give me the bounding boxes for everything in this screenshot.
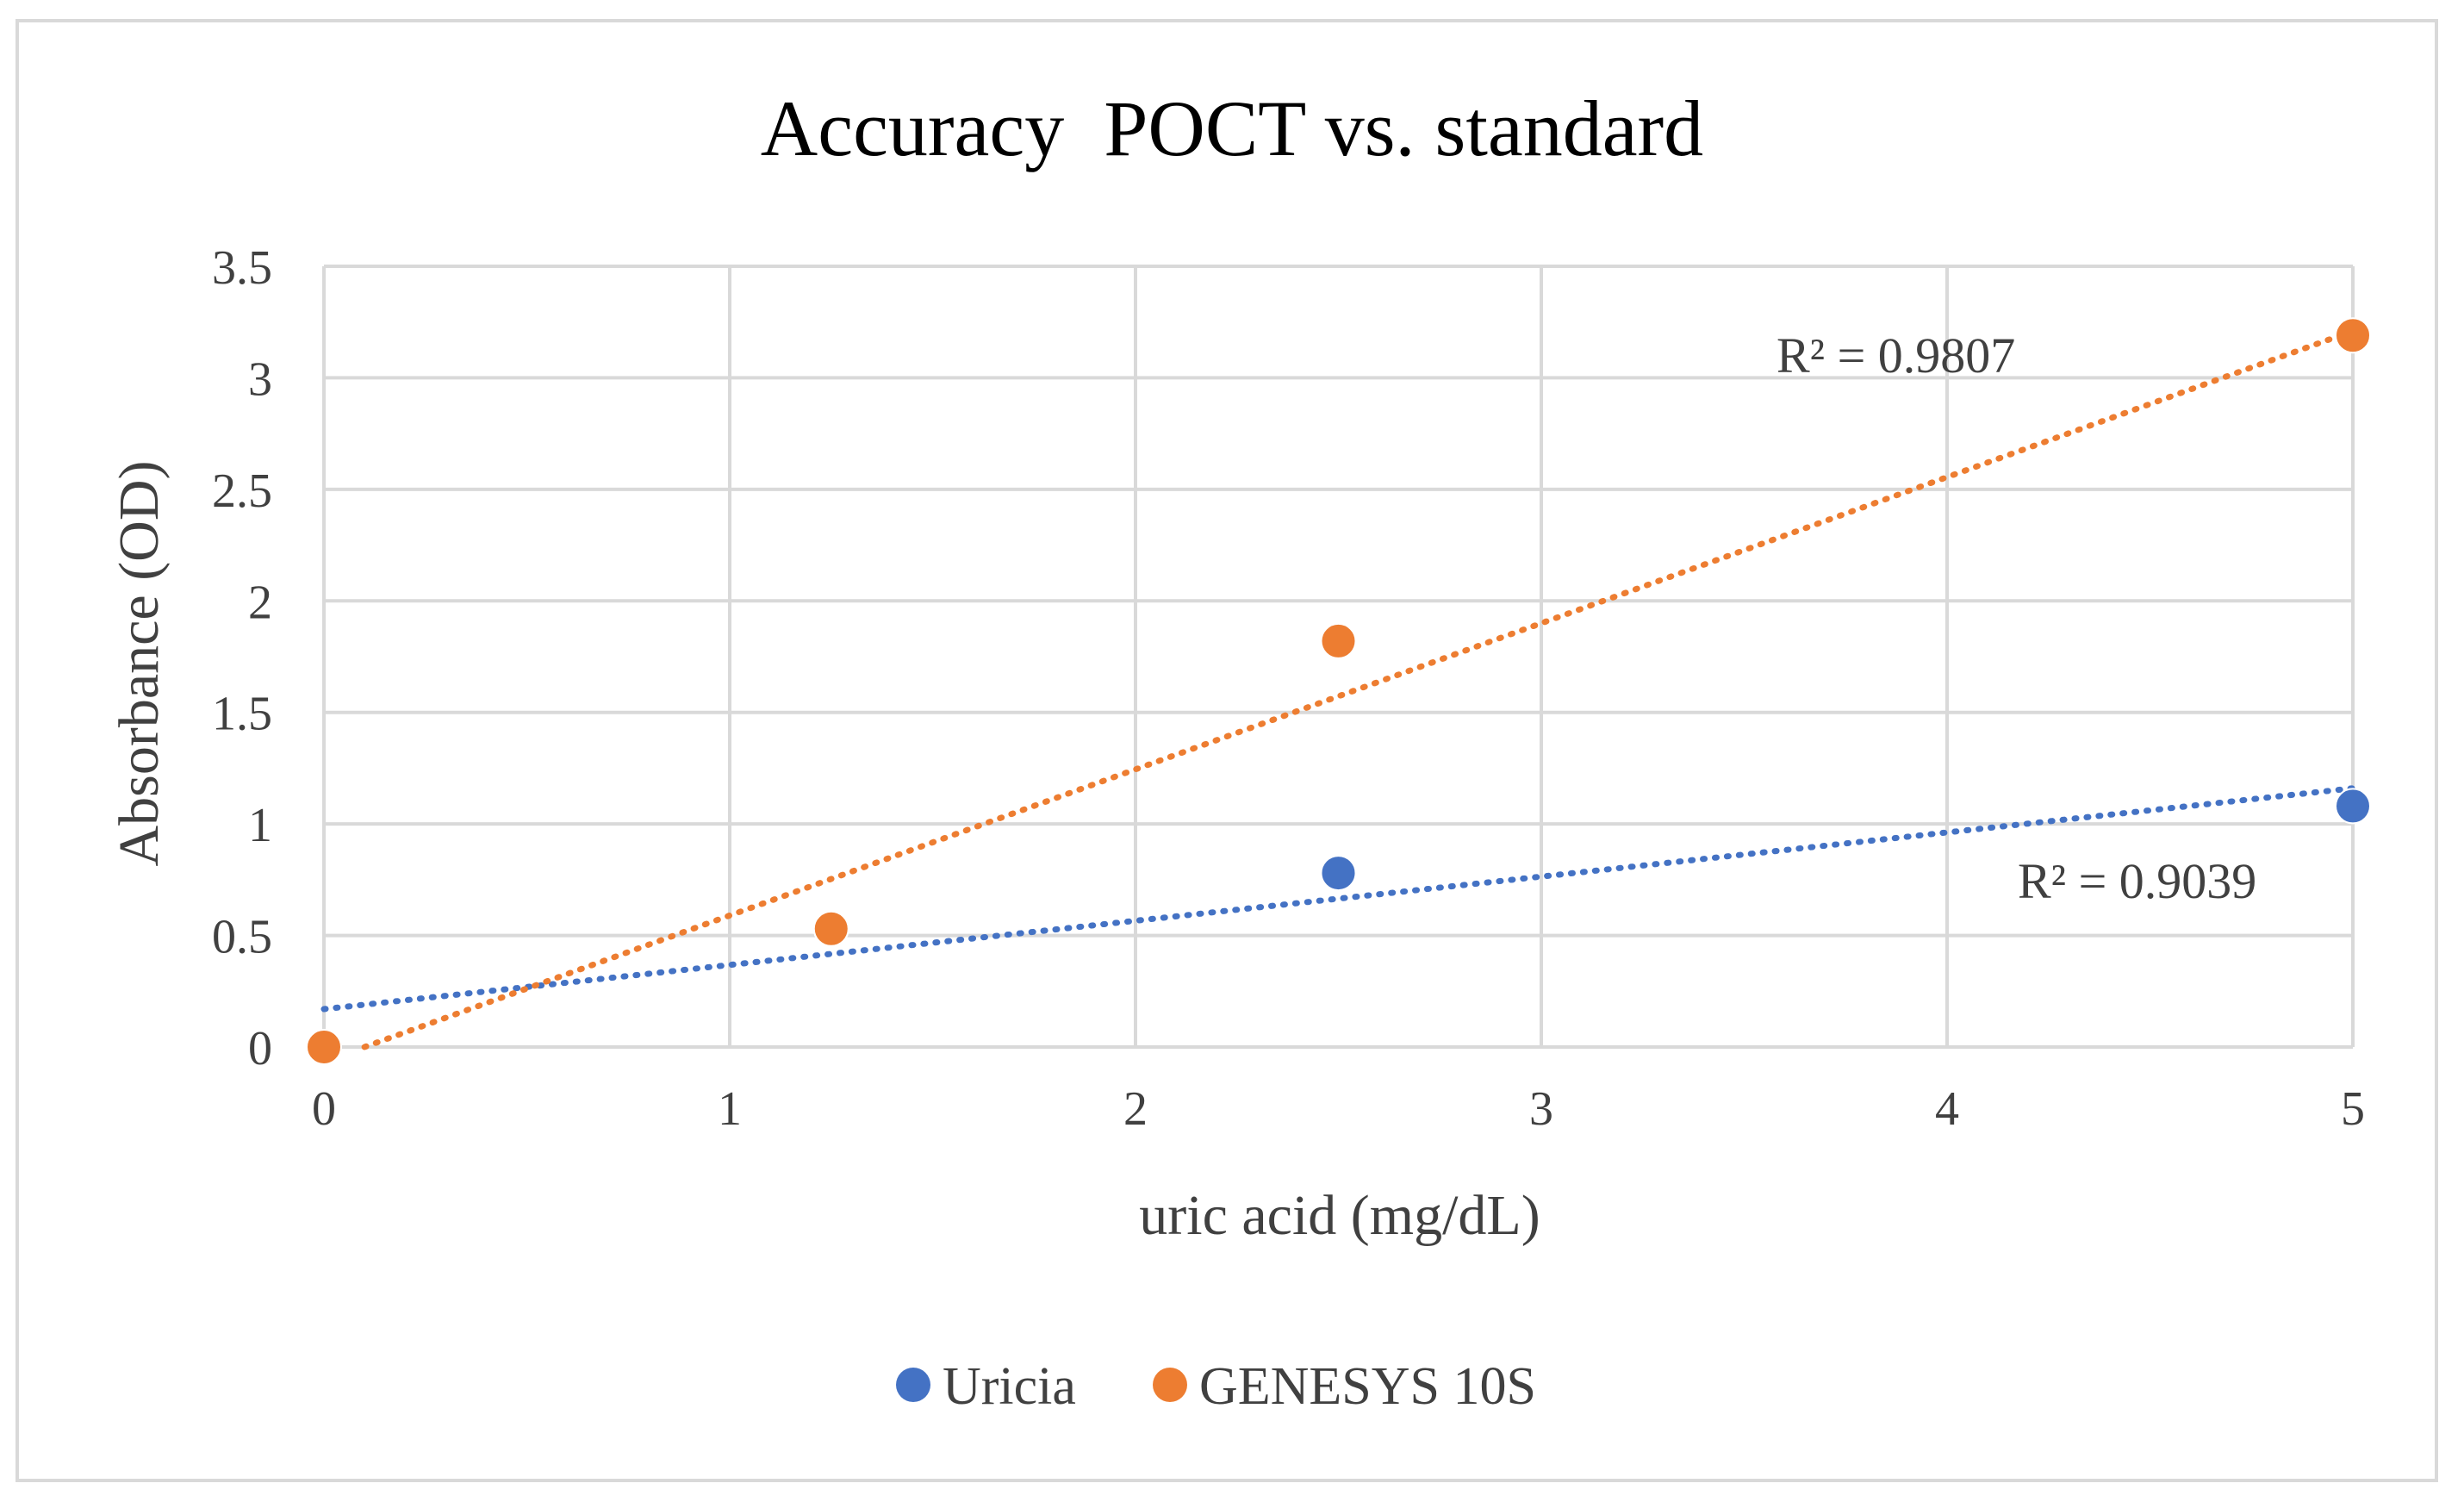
- x-tick-label-5: 5: [2341, 1082, 2365, 1136]
- r2-label-uricia: R² = 0.9039: [2018, 853, 2256, 909]
- x-tick-label-0: 0: [312, 1082, 336, 1136]
- grid: [322, 265, 2355, 1049]
- y-axis-label: Absorbance (OD): [108, 461, 171, 867]
- point-genesys-10s-3: [2335, 317, 2371, 354]
- trendline-uricia: [320, 785, 2356, 1013]
- trendlines: [320, 327, 2356, 1050]
- point-uricia-2: [1320, 855, 1357, 892]
- point-uricia-3: [2335, 788, 2371, 825]
- y-tick-label-4: 2: [248, 576, 272, 629]
- y-tick-label-1: 0.5: [212, 911, 272, 964]
- y-tick-label-2: 1: [248, 799, 272, 852]
- legend-label-uricia: Uricia: [943, 1357, 1076, 1416]
- chart-title: Accuracy POCT vs. standard: [761, 84, 1703, 172]
- legend-marker-genesys: [1153, 1368, 1187, 1402]
- trendline-genesys-10s: [361, 327, 2356, 1050]
- x-tick-label-3: 3: [1529, 1082, 1553, 1136]
- y-tick-label-0: 0: [248, 1022, 272, 1075]
- x-tick-label-4: 4: [1935, 1082, 1959, 1136]
- y-tick-label-5: 2.5: [212, 464, 272, 518]
- legend-marker-uricia: [896, 1368, 930, 1402]
- point-genesys-10s-1: [812, 910, 849, 947]
- chart-frame: [16, 19, 2438, 1482]
- point-genesys-10s-0: [306, 1029, 342, 1065]
- y-tick-label-7: 3.5: [212, 241, 272, 295]
- x-tick-label-1: 1: [718, 1082, 742, 1136]
- legend-label-genesys: GENESYS 10S: [1199, 1357, 1536, 1416]
- point-genesys-10s-2: [1320, 622, 1357, 659]
- x-tick-label-2: 2: [1123, 1082, 1148, 1136]
- y-tick-label-3: 1.5: [212, 688, 272, 741]
- y-tick-labels: 0 0.5 1 1.5 2 2.5 3 3.5: [212, 241, 272, 1075]
- y-tick-label-6: 3: [248, 352, 272, 406]
- x-axis-label: uric acid (mg/dL): [1139, 1184, 1540, 1247]
- data-points: [306, 317, 2371, 1065]
- legend: Uricia GENESYS 10S: [896, 1357, 1536, 1416]
- x-tick-labels: 0 1 2 3 4 5: [312, 1082, 2365, 1136]
- r2-label-genesys: R² = 0.9807: [1776, 327, 2015, 383]
